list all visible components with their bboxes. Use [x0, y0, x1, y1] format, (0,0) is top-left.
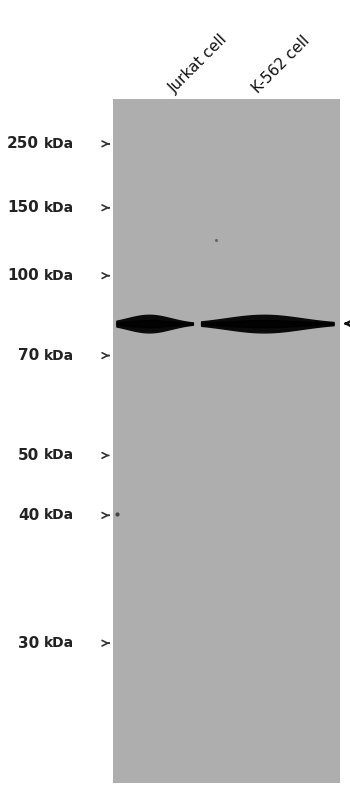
Text: kDa: kDa: [44, 636, 75, 650]
Text: 50: 50: [18, 448, 39, 463]
Text: K-562 cell: K-562 cell: [250, 33, 313, 96]
Text: kDa: kDa: [44, 508, 75, 523]
Text: www.ptglab.com: www.ptglab.com: [167, 340, 186, 491]
Text: 100: 100: [7, 268, 39, 283]
Text: kDa: kDa: [44, 348, 75, 363]
Text: 250: 250: [7, 137, 39, 151]
Text: 40: 40: [18, 508, 39, 523]
Text: 150: 150: [7, 201, 39, 215]
Text: 30: 30: [18, 636, 39, 650]
Text: 70: 70: [18, 348, 39, 363]
Text: kDa: kDa: [44, 201, 75, 215]
Text: Jurkat cell: Jurkat cell: [166, 32, 230, 96]
Text: kDa: kDa: [44, 137, 75, 151]
Text: kDa: kDa: [44, 268, 75, 283]
Text: kDa: kDa: [44, 448, 75, 463]
